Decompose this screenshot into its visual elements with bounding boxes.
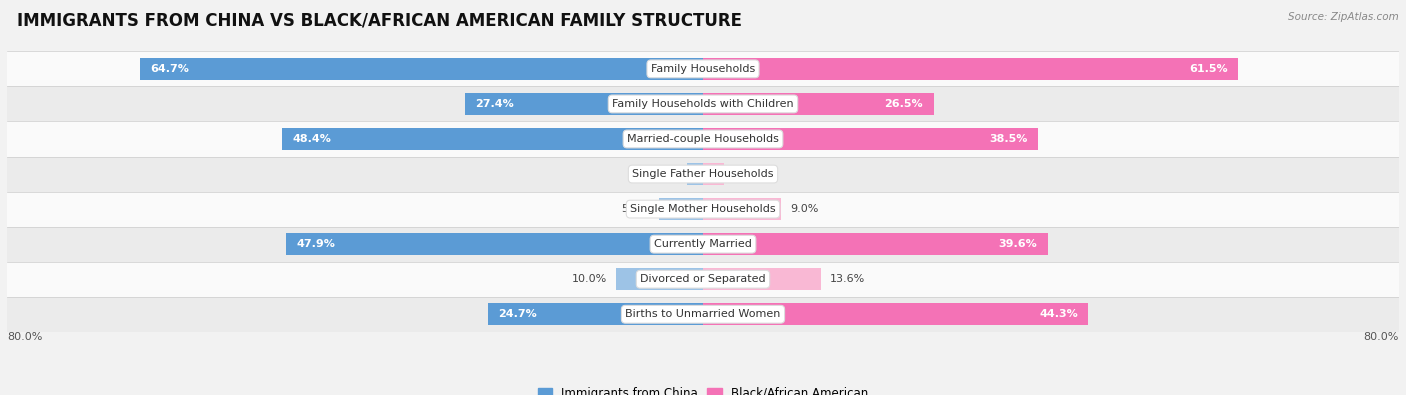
Legend: Immigrants from China, Black/African American: Immigrants from China, Black/African Ame… — [533, 382, 873, 395]
Bar — [7, 51, 1399, 87]
Bar — [7, 227, 1399, 261]
Text: 80.0%: 80.0% — [1364, 332, 1399, 342]
Text: Single Father Households: Single Father Households — [633, 169, 773, 179]
Text: 64.7%: 64.7% — [150, 64, 190, 74]
Bar — [7, 192, 1399, 227]
Text: 2.4%: 2.4% — [733, 169, 761, 179]
Bar — [7, 156, 1399, 192]
Text: 27.4%: 27.4% — [475, 99, 513, 109]
Bar — [283, 128, 703, 150]
Text: 48.4%: 48.4% — [292, 134, 332, 144]
Bar — [7, 87, 1399, 121]
Bar — [703, 303, 1088, 325]
Bar — [287, 233, 703, 255]
Text: Source: ZipAtlas.com: Source: ZipAtlas.com — [1288, 12, 1399, 22]
Text: 47.9%: 47.9% — [297, 239, 336, 249]
Text: Currently Married: Currently Married — [654, 239, 752, 249]
Bar — [703, 58, 1239, 80]
Text: Divorced or Separated: Divorced or Separated — [640, 274, 766, 284]
Text: 38.5%: 38.5% — [990, 134, 1028, 144]
Text: Family Households: Family Households — [651, 64, 755, 74]
Text: 61.5%: 61.5% — [1189, 64, 1227, 74]
Text: 39.6%: 39.6% — [998, 239, 1038, 249]
Text: 44.3%: 44.3% — [1039, 309, 1078, 319]
Text: 13.6%: 13.6% — [830, 274, 865, 284]
Text: 80.0%: 80.0% — [7, 332, 42, 342]
Bar — [488, 303, 703, 325]
Bar — [703, 128, 1038, 150]
Text: 10.0%: 10.0% — [572, 274, 607, 284]
Bar — [688, 163, 703, 185]
Text: 1.8%: 1.8% — [650, 169, 679, 179]
Bar — [616, 268, 703, 290]
Bar — [464, 93, 703, 115]
Text: 9.0%: 9.0% — [790, 204, 818, 214]
Bar — [703, 163, 724, 185]
Bar — [703, 233, 1047, 255]
Text: Family Households with Children: Family Households with Children — [612, 99, 794, 109]
Text: Married-couple Households: Married-couple Households — [627, 134, 779, 144]
Text: 26.5%: 26.5% — [884, 99, 924, 109]
Text: 24.7%: 24.7% — [499, 309, 537, 319]
Text: IMMIGRANTS FROM CHINA VS BLACK/AFRICAN AMERICAN FAMILY STRUCTURE: IMMIGRANTS FROM CHINA VS BLACK/AFRICAN A… — [17, 12, 742, 30]
Bar — [141, 58, 703, 80]
Bar — [7, 297, 1399, 332]
Bar — [7, 261, 1399, 297]
Bar — [7, 122, 1399, 156]
Text: Births to Unmarried Women: Births to Unmarried Women — [626, 309, 780, 319]
Text: Single Mother Households: Single Mother Households — [630, 204, 776, 214]
Bar — [703, 198, 782, 220]
Text: 5.1%: 5.1% — [621, 204, 650, 214]
Bar — [703, 93, 934, 115]
Bar — [658, 198, 703, 220]
Bar — [703, 268, 821, 290]
